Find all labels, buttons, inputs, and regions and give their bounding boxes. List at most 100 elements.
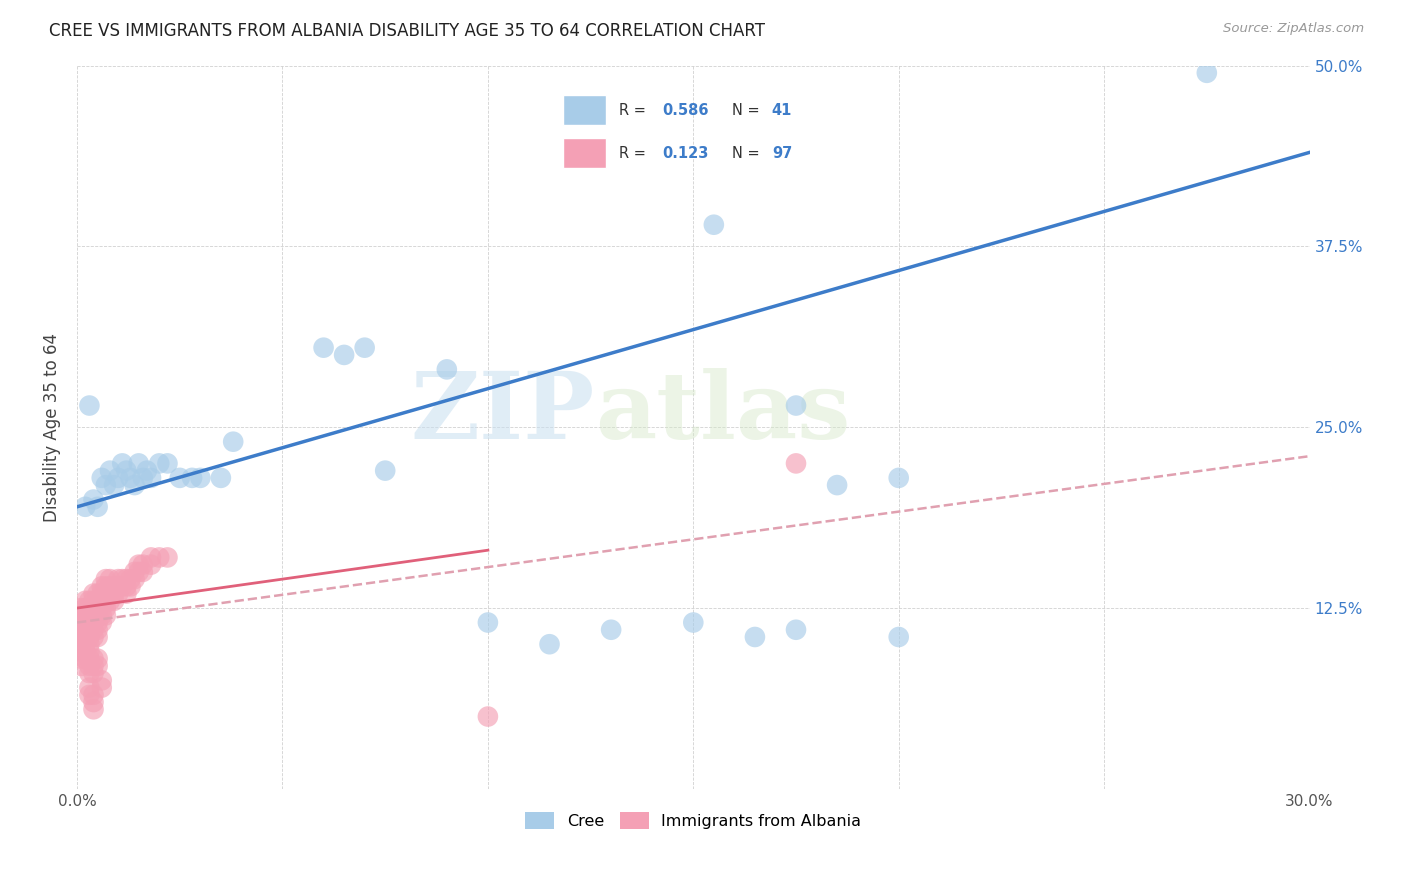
Point [107,579,129,593]
Point [70,637,93,651]
Point [83,586,105,600]
Point [98,586,121,600]
Point [83,594,105,608]
Point [70,651,93,665]
Point [124,565,146,579]
Point [86,608,108,623]
Point [86,500,108,514]
Point [83,630,105,644]
Point [600,623,623,637]
Point [94,586,117,600]
Point [312,341,335,355]
Point [103,594,125,608]
Point [83,608,105,623]
Text: atlas: atlas [595,368,851,458]
Point [111,579,134,593]
Point [90,586,112,600]
Point [120,572,142,586]
Point [111,572,134,586]
Point [111,457,134,471]
Point [83,695,105,709]
Point [785,623,807,637]
Point [83,688,105,702]
Point [333,348,356,362]
Point [70,615,93,630]
Point [107,572,129,586]
Point [79,688,101,702]
Text: CREE VS IMMIGRANTS FROM ALBANIA DISABILITY AGE 35 TO 64 CORRELATION CHART: CREE VS IMMIGRANTS FROM ALBANIA DISABILI… [49,22,765,40]
Point [887,630,910,644]
Point [169,471,191,485]
Point [70,659,93,673]
Point [75,644,97,658]
Point [79,644,101,658]
Point [128,558,150,572]
Point [79,601,101,615]
Point [86,623,108,637]
Point [90,681,112,695]
Point [139,471,162,485]
Point [83,651,105,665]
Point [785,457,807,471]
Point [222,434,245,449]
Point [83,623,105,637]
Point [75,623,97,637]
Point [67,630,90,644]
Point [156,550,179,565]
Point [107,586,129,600]
Point [132,565,155,579]
Point [115,572,138,586]
Point [86,594,108,608]
Point [436,362,458,376]
Point [107,471,129,485]
Point [98,464,121,478]
Point [90,601,112,615]
Point [75,500,97,514]
Point [477,709,499,723]
Point [75,637,97,651]
Point [103,579,125,593]
Text: 0.586: 0.586 [662,103,709,118]
Text: 0.123: 0.123 [662,145,709,161]
Text: 41: 41 [772,103,792,118]
Text: Source: ZipAtlas.com: Source: ZipAtlas.com [1223,22,1364,36]
Point [120,579,142,593]
Point [79,666,101,681]
Point [86,601,108,615]
Point [98,579,121,593]
Point [83,615,105,630]
Text: N =: N = [731,103,763,118]
Point [79,630,101,644]
Point [83,601,105,615]
Point [70,601,93,615]
Text: N =: N = [731,145,763,161]
Point [90,579,112,593]
Point [374,464,396,478]
Point [90,608,112,623]
Point [79,681,101,695]
Point [1195,66,1218,80]
Point [94,594,117,608]
Point [103,586,125,600]
Point [70,644,93,658]
Point [83,666,105,681]
Point [67,623,90,637]
Y-axis label: Disability Age 35 to 64: Disability Age 35 to 64 [44,333,60,522]
Point [86,651,108,665]
Point [83,702,105,716]
Point [86,659,108,673]
Point [94,608,117,623]
Point [887,471,910,485]
Text: R =: R = [620,103,651,118]
Text: ZIP: ZIP [411,368,595,458]
Point [79,608,101,623]
Point [75,651,97,665]
Point [132,558,155,572]
Point [139,550,162,565]
Point [128,457,150,471]
Point [148,457,170,471]
Point [353,341,375,355]
Point [94,572,117,586]
Point [181,471,204,485]
Point [136,464,159,478]
